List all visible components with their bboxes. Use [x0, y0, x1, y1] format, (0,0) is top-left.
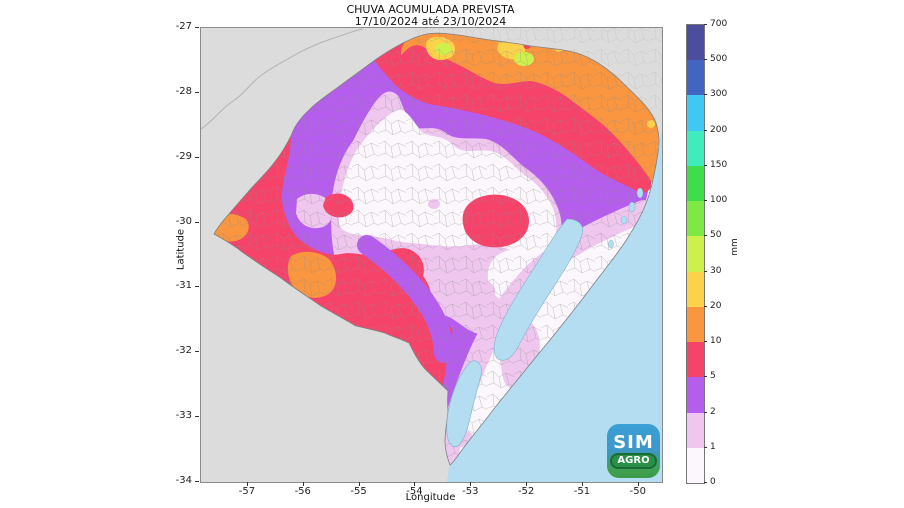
y-tick-label: -30: [175, 215, 192, 227]
colorbar-tick-label: 30: [710, 265, 722, 276]
colorbar-unit-label: mm: [730, 238, 740, 256]
colorbar-tick-label: 20: [710, 300, 722, 311]
x-tick-mark: [470, 482, 472, 486]
y-tick-mark: [195, 27, 199, 28]
colorbar-segment: [687, 24, 704, 61]
colorbar-tick-mark: [704, 164, 707, 166]
colorbar-tick-mark: [704, 376, 707, 378]
colorbar-tick-mark: [704, 200, 707, 202]
y-tick-label: -31: [175, 280, 192, 292]
logo-text-sim: SIM: [613, 431, 654, 453]
y-tick-label: -29: [175, 150, 192, 162]
chart-title: CHUVA ACUMULADA PREVISTA: [346, 3, 515, 16]
coastal-lagoon-4: [608, 239, 614, 249]
y-tick-mark: [195, 416, 199, 418]
colorbar-tick-mark: [704, 305, 707, 307]
colorbar-tick-label: 300: [710, 89, 728, 100]
x-tick-mark: [637, 482, 639, 486]
y-tick-label: -27: [175, 21, 192, 32]
y-tick-mark: [195, 481, 199, 482]
y-tick-label: -34: [175, 475, 192, 486]
colorbar-tick-label: 100: [710, 195, 728, 206]
x-tick-label: -53: [462, 486, 479, 497]
x-tick-label: -51: [573, 486, 591, 497]
x-tick-label: -52: [517, 486, 535, 497]
x-tick-mark: [302, 482, 304, 486]
logo-text-agro: AGRO: [610, 452, 657, 469]
colorbar-tick-mark: [704, 59, 707, 61]
x-axis-label: Longitude: [405, 492, 456, 503]
colorbar-tick-label: 700: [710, 19, 728, 29]
colorbar-tick-mark: [704, 129, 707, 131]
x-tick-label: -50: [629, 486, 646, 497]
colorbar-tick-mark: [704, 235, 707, 237]
colorbar-segment: [687, 341, 704, 378]
x-tick-mark: [581, 482, 583, 486]
x-tick-mark: [414, 482, 416, 486]
atlantic-ocean: [447, 130, 662, 482]
colorbar-segment: [687, 235, 704, 272]
colorbar-tick-mark: [704, 446, 707, 448]
colorbar-tick-label: 50: [710, 230, 722, 241]
y-tick-mark: [195, 156, 199, 158]
colorbar-segment: [687, 412, 704, 448]
colorbar-tick-label: 200: [710, 124, 728, 135]
colorbar-tick-label: 10: [710, 336, 722, 347]
coastal-lagoon-2: [628, 201, 636, 213]
colorbar-segment: [687, 130, 704, 166]
colorbar-tick-mark: [704, 482, 707, 483]
colorbar-tick-label: 500: [710, 54, 728, 65]
y-tick-label: -32: [175, 345, 192, 357]
colorbar-tick-mark: [704, 411, 707, 413]
colorbar-segment: [687, 59, 704, 96]
colorbar-tick-mark: [704, 94, 707, 96]
x-tick-label: -54: [406, 486, 423, 497]
colorbar-tick-label: 0: [710, 477, 716, 487]
y-tick-mark: [195, 286, 199, 288]
x-tick-label: -55: [350, 486, 367, 497]
colorbar-segment: [687, 447, 704, 483]
sim-agro-logo: SIM AGRO: [607, 424, 660, 478]
uruguay-river-line: [201, 28, 364, 130]
x-tick-mark: [526, 482, 528, 486]
colorbar-segment: [687, 306, 704, 343]
colorbar-segment: [687, 94, 704, 131]
x-tick-label: -56: [294, 486, 311, 497]
colorbar-segment: [687, 376, 704, 413]
precipitation-map-svg: [201, 28, 662, 482]
y-tick-mark: [195, 91, 199, 93]
colorbar-tick-label: 5: [710, 371, 716, 382]
colorbar-tick-label: 1: [710, 441, 716, 452]
x-tick-mark: [358, 482, 360, 486]
y-tick-label: -33: [175, 410, 192, 422]
coastal-lagoon-3: [620, 215, 628, 225]
colorbar: [686, 24, 705, 484]
colorbar-segment: [687, 165, 704, 202]
y-tick-mark: [195, 221, 199, 223]
colorbar-tick-mark: [704, 341, 707, 343]
map-plot-area: [200, 27, 663, 483]
x-tick-label: -57: [238, 486, 256, 497]
colorbar-segment: [687, 271, 704, 307]
coastal-lagoon-1: [636, 187, 644, 199]
colorbar-tick-label: 2: [710, 406, 716, 417]
colorbar-tick-label: 150: [710, 159, 728, 170]
colorbar-segment: [687, 200, 704, 237]
y-tick-label: -28: [175, 85, 192, 97]
lagoa-mirim: [446, 360, 482, 448]
y-axis-label: Latitude: [175, 228, 187, 271]
x-tick-mark: [246, 482, 248, 486]
lagoa-dos-patos: [493, 218, 584, 361]
y-tick-mark: [195, 351, 199, 353]
colorbar-tick-mark: [704, 24, 707, 25]
chart-subtitle: 17/10/2024 até 23/10/2024: [354, 15, 507, 28]
colorbar-tick-mark: [704, 270, 707, 272]
